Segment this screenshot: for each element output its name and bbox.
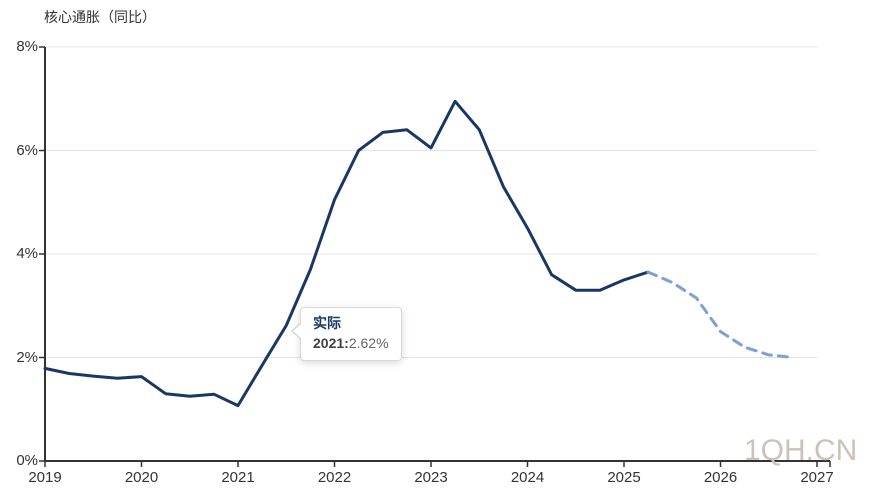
tooltip-series-label: 实际 [313,315,341,331]
x-axis-label: 2026 [703,469,738,486]
x-axis-label: 2023 [414,469,448,486]
watermark: 1QH.CN [744,434,858,467]
y-axis-label: 2% [16,348,38,366]
x-axis-label: 2024 [510,469,545,486]
forecast-line[interactable] [646,270,795,359]
tooltip-arrow-fill [293,323,302,339]
x-axis-label: 2022 [317,469,352,486]
tooltip-separator: : [344,335,349,351]
x-axis-label: 2021 [221,469,255,486]
y-axis-label: 4% [16,245,38,262]
y-axis-label: 8% [16,38,38,55]
y-axis-label: 6% [16,141,38,159]
tooltip-value-line: 2021:2.62% [313,333,389,353]
y-axis-label: 0% [16,452,38,469]
x-axis-label: 2020 [124,469,159,486]
x-axis-label: 2027 [800,469,834,486]
tooltip: 实际 2021:2.62% [291,307,402,361]
tooltip-x-label: 2021 [313,335,345,351]
tooltip-value: 2.62% [348,335,389,351]
actual-line[interactable] [43,99,650,408]
x-axis-label: 2025 [607,469,641,486]
chart-title: 核心通胀（同比） [44,9,156,25]
x-axis-label: 2019 [28,469,62,486]
